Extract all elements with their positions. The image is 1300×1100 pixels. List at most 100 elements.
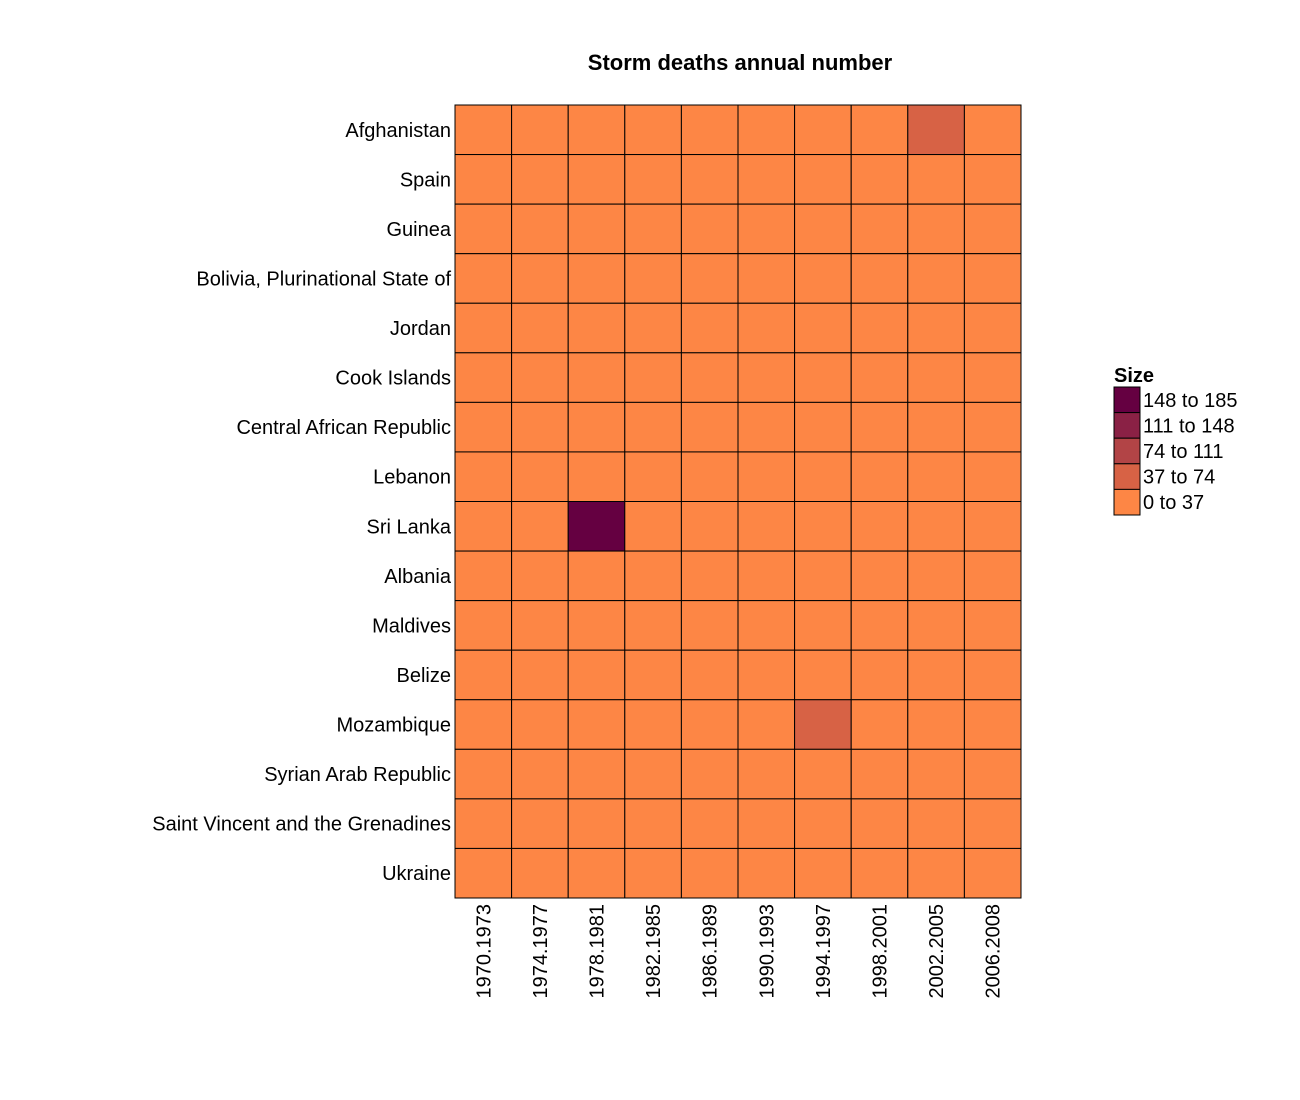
row-label: Ukraine (382, 863, 451, 885)
heatmap-cell (794, 748, 852, 800)
heatmap-cell (963, 203, 1022, 255)
heatmap-cell (511, 798, 569, 849)
column-label: 2006.2008 (983, 904, 1005, 999)
heatmap-cell (511, 401, 569, 453)
heatmap-cell (624, 302, 682, 354)
heatmap-cell (567, 600, 626, 651)
heatmap-cell (850, 302, 909, 354)
column-label: 1982.1985 (643, 904, 665, 999)
heatmap-cell (963, 401, 1022, 453)
heatmap-cell (794, 550, 852, 602)
row-label: Bolivia, Plurinational State of (196, 268, 451, 290)
heatmap-cell (963, 352, 1022, 403)
row-label: Mozambique (336, 715, 451, 737)
heatmap-cell (907, 302, 965, 354)
heatmap-cell (680, 451, 739, 502)
heatmap-cell (511, 699, 569, 750)
heatmap-cell (454, 451, 513, 502)
heatmap-cell (850, 798, 909, 849)
heatmap-cell (624, 451, 682, 502)
heatmap-cell (624, 352, 682, 403)
heatmap-cell (454, 203, 513, 255)
column-label: 1986.1989 (700, 904, 722, 999)
heatmap-cell (963, 550, 1022, 602)
heatmap-cell (624, 203, 682, 255)
heatmap-cell (850, 847, 909, 899)
heatmap-cell (737, 253, 796, 304)
heatmap-cell (624, 154, 682, 205)
legend-swatch (1113, 386, 1141, 414)
heatmap-cell (454, 847, 513, 899)
heatmap-cell (511, 352, 569, 403)
column-label: 1990.1993 (756, 904, 778, 999)
row-label: Albania (384, 566, 452, 588)
column-labels: 1970.1973 1974.1977 1978.1981 1982.1985 1986… (473, 904, 1004, 999)
legend-label: 148 to 185 (1143, 390, 1238, 412)
column-label: 1978.1981 (587, 904, 609, 999)
heatmap-cell (737, 699, 796, 750)
heatmap-cell (624, 847, 682, 899)
heatmap-cell (907, 253, 965, 304)
heatmap-cell (680, 798, 739, 849)
heatmap-cell (737, 401, 796, 453)
heatmap-cell (737, 748, 796, 800)
heatmap-cell (511, 253, 569, 304)
legend-label: 74 to 111 (1143, 441, 1223, 463)
heatmap-cell (624, 798, 682, 849)
heatmap-cell (850, 154, 909, 205)
heatmap-cell (907, 154, 965, 205)
heatmap-cell (907, 501, 965, 552)
heatmap-cell (624, 401, 682, 453)
heatmap-cell (680, 600, 739, 651)
row-label: Saint Vincent and the Grenadines (152, 814, 451, 836)
heatmap-cell (963, 649, 1022, 701)
heatmap-cell (567, 104, 626, 156)
heatmap-cell (907, 451, 965, 502)
heatmap-cell (567, 401, 626, 453)
heatmap-cell (737, 847, 796, 899)
column-label: 1998.2001 (870, 904, 892, 999)
heatmap-cell (850, 600, 909, 651)
heatmap-cell (794, 352, 852, 403)
legend-label: 37 to 74 (1143, 467, 1215, 489)
heatmap-cell (624, 253, 682, 304)
heatmap-cell (567, 501, 626, 552)
heatmap-cell (963, 104, 1022, 156)
heatmap-cell (624, 104, 682, 156)
heatmap-cell (511, 302, 569, 354)
heatmap-cell (680, 302, 739, 354)
row-label: Central African Republic (236, 417, 451, 439)
heatmap-cell (963, 748, 1022, 800)
heatmap-cell (511, 600, 569, 651)
heatmap-cell (907, 104, 965, 156)
heatmap-cell (737, 352, 796, 403)
heatmap-cell (454, 649, 513, 701)
heatmap-cell (794, 501, 852, 552)
legend-swatch (1113, 488, 1141, 516)
heatmap-cell (737, 104, 796, 156)
heatmap-cell (511, 501, 569, 552)
row-label: Sri Lanka (367, 516, 452, 538)
heatmap-cell (850, 748, 909, 800)
heatmap-cell (511, 154, 569, 205)
heatmap-cell (511, 104, 569, 156)
heatmap-cell (511, 451, 569, 502)
heatmap-cell (963, 699, 1022, 750)
heatmap-cell (567, 847, 626, 899)
heatmap-cell (737, 798, 796, 849)
heatmap-cell (794, 302, 852, 354)
heatmap-cell (567, 748, 626, 800)
heatmap-cell (737, 550, 796, 602)
heatmap-cell (680, 699, 739, 750)
row-label: Belize (397, 665, 451, 687)
heatmap-cell (850, 352, 909, 403)
heatmap-cell (963, 798, 1022, 849)
row-labels: Afghanistan Spain Guinea Bolivia, Plurinati… (152, 120, 452, 885)
heatmap-cell (680, 649, 739, 701)
heatmap-cell (567, 649, 626, 701)
heatmap-cell (794, 451, 852, 502)
heatmap-cell (454, 550, 513, 602)
heatmap-cell (794, 798, 852, 849)
heatmap-cell (680, 203, 739, 255)
heatmap-cell (963, 154, 1022, 205)
